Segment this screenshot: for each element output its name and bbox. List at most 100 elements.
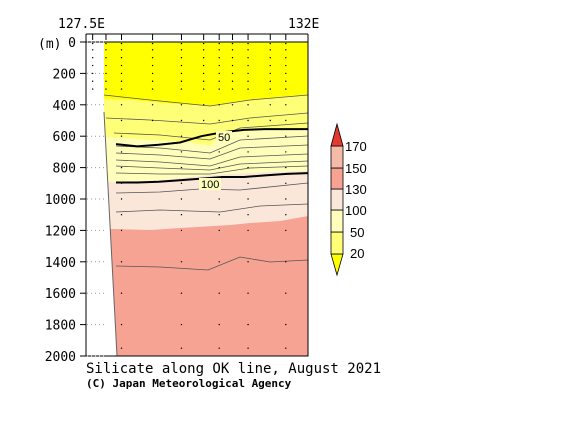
sample-point: [151, 49, 154, 51]
sample-point: [247, 182, 249, 184]
sample-point: [247, 119, 249, 122]
y-tick-label: 400: [53, 99, 76, 114]
colorbar-label: 150: [345, 161, 367, 176]
sample-point: [151, 64, 154, 67]
sample-point: [247, 72, 249, 75]
sample-point: [247, 104, 249, 106]
sample-point: [247, 166, 249, 169]
sample-point: [120, 80, 123, 82]
y-tick-label: 1200: [45, 224, 76, 239]
colorbar-label: 170: [345, 139, 367, 154]
sample-point: [151, 80, 154, 82]
sample-point: [180, 151, 183, 153]
sample-point: [180, 347, 183, 349]
sample-point: [180, 72, 183, 75]
sample-point: [120, 292, 123, 294]
sample-point: [218, 151, 220, 153]
colorbar-segment: [330, 231, 344, 255]
sample-point: [285, 229, 287, 232]
sample-point: [285, 88, 287, 90]
sample-point: [202, 119, 205, 122]
sample-point: [91, 42, 94, 45]
sample-point: [202, 42, 205, 45]
sample-point: [180, 64, 183, 67]
sample-point: [247, 214, 249, 216]
sample-point: [151, 57, 154, 59]
sample-point: [231, 72, 234, 75]
sample-point: [180, 119, 183, 122]
sample-point: [202, 72, 205, 75]
contour-line: [115, 203, 308, 213]
sample-point: [218, 57, 220, 59]
x-tick-label-west: 127.5E: [58, 17, 105, 32]
sample-point: [247, 64, 249, 67]
sample-point: [247, 323, 249, 326]
sample-point: [105, 80, 107, 82]
sample-point: [180, 88, 183, 90]
station-dots: [91, 42, 287, 349]
colorbar-segment: [330, 188, 344, 211]
sample-point: [247, 347, 249, 349]
sample-point: [202, 64, 205, 67]
sample-point: [105, 49, 107, 51]
sample-point: [218, 88, 220, 90]
contour-label-50: 50: [218, 132, 230, 144]
colorbar: 20 50 100 130 150 170: [330, 122, 367, 277]
contour-line: [105, 112, 308, 125]
sample-point: [151, 42, 154, 45]
sample-point: [218, 292, 220, 294]
sample-point: [120, 135, 123, 137]
sample-point: [91, 72, 94, 75]
contour-label-bg: [216, 131, 232, 143]
sample-point: [269, 80, 271, 82]
sample-point: [285, 72, 287, 75]
contour-line: [113, 122, 308, 141]
y-unit-label: (m): [38, 37, 61, 52]
sample-point: [218, 42, 220, 45]
sample-point: [120, 57, 123, 59]
sample-point: [120, 42, 123, 45]
band-100-130: [86, 171, 308, 230]
sample-point: [231, 80, 234, 82]
sample-point: [269, 57, 271, 59]
sample-point: [91, 64, 94, 67]
colorbar-label: 20: [350, 246, 364, 261]
sample-point: [247, 80, 249, 82]
sample-point: [247, 261, 249, 263]
sample-point: [105, 88, 107, 90]
sample-point: [151, 104, 154, 106]
sample-point: [120, 49, 123, 51]
sample-point: [180, 57, 183, 59]
sample-point: [231, 104, 234, 106]
sample-point: [231, 119, 234, 122]
sample-point: [231, 64, 234, 67]
sample-point: [218, 198, 220, 200]
sample-point: [285, 49, 287, 51]
contour-100: [116, 172, 308, 184]
sample-point: [180, 323, 183, 326]
sample-point: [91, 80, 94, 82]
sample-point: [105, 64, 107, 67]
sample-point: [202, 80, 205, 82]
sample-point: [247, 49, 249, 51]
sample-point: [285, 198, 287, 200]
sample-point: [269, 64, 271, 67]
sample-point: [180, 292, 183, 294]
sample-point: [285, 80, 287, 82]
sample-point: [285, 151, 287, 153]
sample-point: [180, 182, 183, 184]
sample-point: [247, 42, 249, 45]
y-tick-label: 0: [68, 36, 76, 51]
sample-point: [218, 166, 220, 169]
colorbar-segment: [330, 209, 344, 233]
colorbar-label: 130: [345, 182, 367, 197]
band-130-150: [86, 216, 308, 356]
sample-point: [285, 166, 287, 169]
y-tick-label: 1400: [45, 256, 76, 271]
sample-point: [202, 49, 205, 51]
sample-point: [120, 198, 123, 200]
contour-line: [115, 153, 308, 167]
sample-point: [269, 42, 271, 45]
sample-point: [180, 49, 183, 51]
sample-point: [285, 119, 287, 122]
